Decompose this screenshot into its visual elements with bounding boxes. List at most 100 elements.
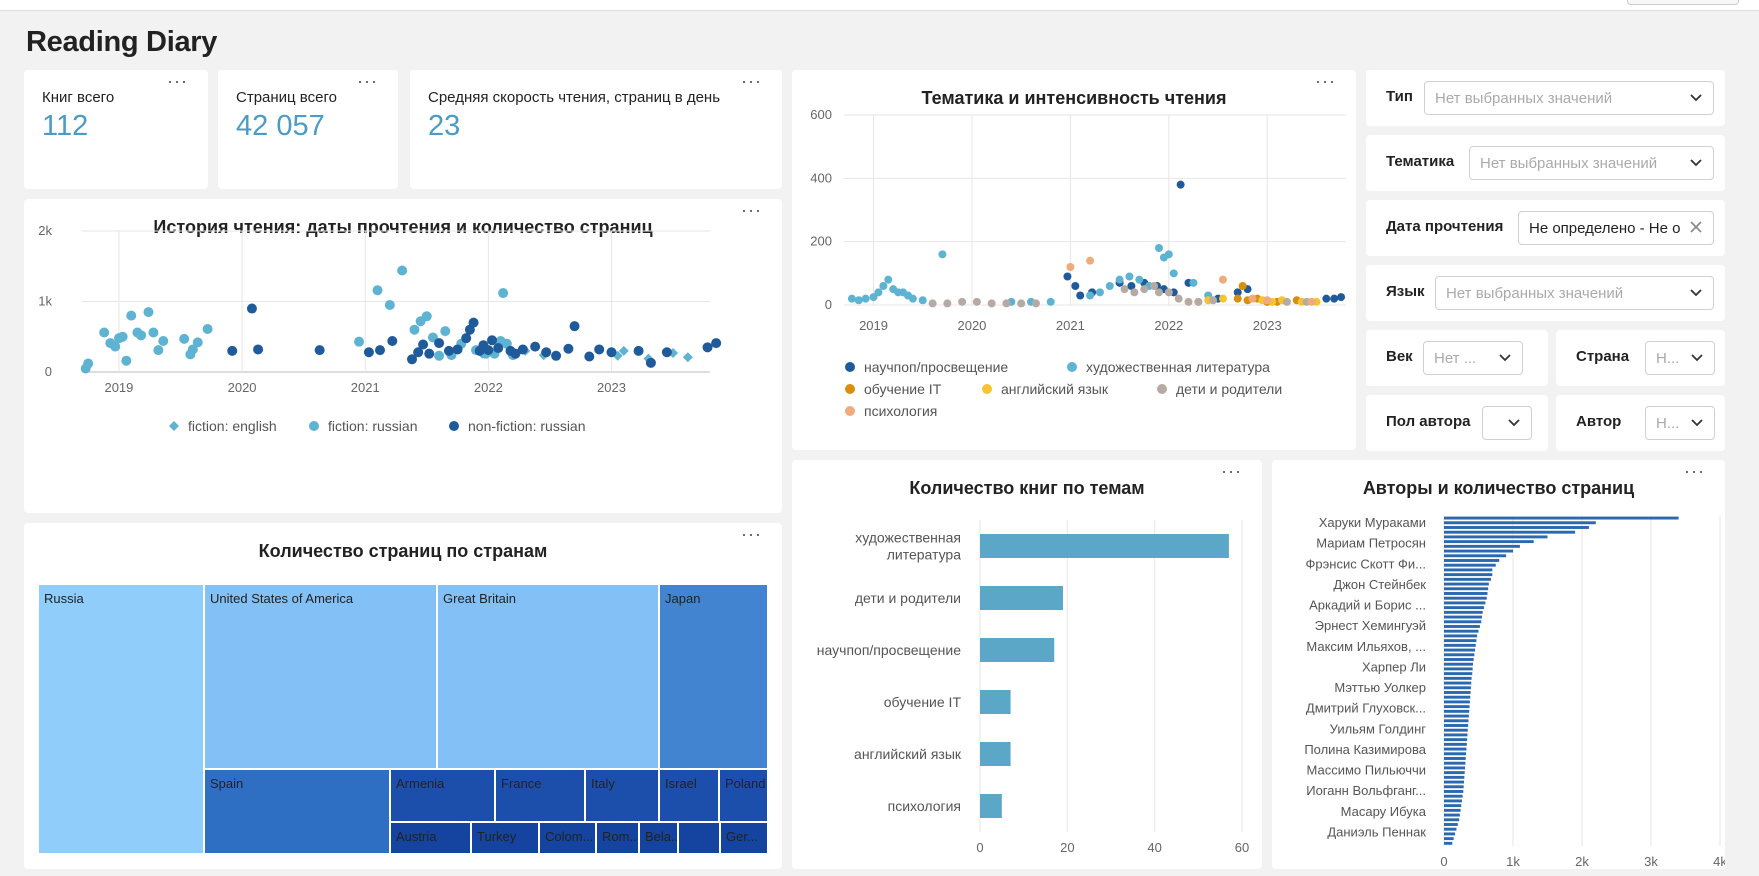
data-point bbox=[1130, 288, 1139, 297]
data-point bbox=[1125, 272, 1134, 281]
treemap-cell[interactable]: Bela... bbox=[639, 822, 678, 854]
card-menu-button[interactable]: ··· bbox=[741, 524, 762, 544]
author-gender-select[interactable] bbox=[1482, 406, 1532, 440]
data-point bbox=[179, 333, 190, 344]
data-point bbox=[869, 293, 878, 302]
data-point bbox=[192, 337, 203, 348]
data-point bbox=[918, 296, 927, 305]
data-point bbox=[1233, 294, 1242, 303]
treemap-cell[interactable]: Ger... bbox=[720, 822, 768, 854]
data-point bbox=[1086, 291, 1095, 300]
select-value: Нет ... bbox=[1434, 350, 1477, 367]
authors-pages-chart: 0 1k 2k 3k 4k Харуки Мураками Мариам Петросян Ф… bbox=[1304, 515, 1725, 869]
data-point bbox=[314, 345, 325, 356]
legend-label: fiction: russian bbox=[328, 418, 417, 434]
author-label: Дмитрий Глуховск... bbox=[1306, 701, 1426, 716]
chevron-down-icon bbox=[1499, 354, 1511, 362]
bar bbox=[1444, 540, 1534, 544]
filter-theme-card: Тематика Нет выбранных значений bbox=[1366, 135, 1725, 191]
data-point bbox=[253, 344, 264, 355]
data-point bbox=[928, 299, 937, 308]
data-point bbox=[908, 294, 917, 303]
x-tick-label: 2023 bbox=[1253, 318, 1282, 333]
century-select[interactable]: Нет ... bbox=[1423, 341, 1523, 375]
treemap-cell[interactable]: Russia bbox=[38, 584, 204, 854]
data-point bbox=[1086, 256, 1095, 265]
x-tick-label: 4k bbox=[1713, 854, 1725, 869]
bar bbox=[1444, 629, 1479, 633]
treemap-cell[interactable]: Colom... bbox=[539, 822, 596, 854]
theme-select[interactable]: Нет выбранных значений bbox=[1469, 146, 1714, 180]
filter-label: Страна bbox=[1576, 348, 1630, 365]
treemap-cell[interactable]: Spain bbox=[204, 769, 390, 854]
country-select[interactable]: Н... bbox=[1645, 341, 1715, 375]
data-point bbox=[1063, 272, 1072, 281]
legend-marker bbox=[982, 384, 992, 394]
treemap-cell[interactable]: Japan bbox=[659, 584, 768, 769]
data-point bbox=[121, 355, 132, 366]
data-point bbox=[1218, 275, 1227, 284]
legend-label: английский язык bbox=[1001, 381, 1109, 397]
filter-label: Пол автора bbox=[1386, 413, 1471, 430]
data-point bbox=[363, 347, 374, 358]
card-menu-button[interactable]: ··· bbox=[1684, 461, 1705, 481]
author-label: Эрнест Хемингуэй bbox=[1315, 618, 1426, 633]
data-point bbox=[682, 352, 693, 363]
treemap-cell[interactable]: Austria bbox=[390, 822, 471, 854]
y-tick-label: 1k bbox=[38, 294, 52, 309]
treemap-label: Armenia bbox=[396, 776, 445, 791]
data-point bbox=[1140, 285, 1149, 294]
filter-language-card: Язык Нет выбранных значений bbox=[1366, 265, 1725, 321]
data-point bbox=[1164, 288, 1173, 297]
card-menu-button[interactable]: ··· bbox=[167, 71, 188, 91]
type-select[interactable]: Нет выбранных значений bbox=[1424, 81, 1714, 115]
author-select[interactable]: Н... bbox=[1645, 406, 1715, 440]
data-point bbox=[884, 275, 893, 284]
treemap-cell[interactable]: Great Britain bbox=[437, 584, 659, 769]
card-menu-button[interactable]: ··· bbox=[741, 200, 762, 220]
data-point bbox=[153, 345, 164, 356]
bar bbox=[1444, 794, 1463, 798]
chevron-down-icon bbox=[1690, 94, 1702, 102]
treemap-cell[interactable]: United States of America bbox=[204, 584, 437, 769]
data-point bbox=[246, 303, 257, 314]
bar bbox=[1444, 709, 1470, 713]
data-point bbox=[1238, 282, 1247, 290]
x-tick-label: 0 bbox=[1440, 854, 1447, 869]
legend-label: научпоп/просвещение bbox=[864, 359, 1008, 375]
author-label: Мариам Петросян bbox=[1316, 536, 1426, 551]
treemap-cell[interactable]: Rom... bbox=[596, 822, 639, 854]
bar bbox=[980, 586, 1063, 610]
bar bbox=[980, 690, 1011, 714]
treemap-cell[interactable]: Armenia bbox=[390, 769, 495, 822]
language-select[interactable]: Нет выбранных значений bbox=[1435, 276, 1714, 310]
category-label: обучение IT bbox=[884, 694, 962, 710]
kpi-speed-card: ··· Средняя скорость чтения, страниц в д… bbox=[410, 70, 782, 189]
treemap-cell[interactable]: Poland bbox=[719, 769, 768, 822]
date-range-input[interactable]: Не определено - Не о bbox=[1518, 211, 1714, 245]
bar bbox=[1444, 658, 1474, 661]
card-menu-button[interactable]: ··· bbox=[741, 71, 762, 91]
treemap-cell[interactable]: Turkey bbox=[471, 822, 539, 854]
treemap-cell[interactable]: Israel bbox=[659, 769, 719, 822]
card-menu-button[interactable]: ··· bbox=[1221, 461, 1242, 481]
treemap-cell[interactable]: France bbox=[495, 769, 585, 822]
bar bbox=[1444, 700, 1470, 704]
chevron-down-icon bbox=[1690, 289, 1702, 297]
treemap-label: Rom... bbox=[602, 829, 639, 844]
x-tick-label: 2k bbox=[1575, 854, 1589, 869]
card-menu-button[interactable]: ··· bbox=[1315, 71, 1336, 91]
data-point bbox=[938, 250, 947, 259]
author-label: Иоганн Вольфганг... bbox=[1306, 783, 1426, 798]
reading-history-chart: 2k 1k 0 2019 2020 2021 2022 2023 fiction: englis… bbox=[38, 223, 722, 434]
card-menu-button[interactable]: ··· bbox=[357, 71, 378, 91]
data-point bbox=[1164, 250, 1173, 259]
clear-icon[interactable] bbox=[1689, 220, 1703, 234]
bar bbox=[980, 638, 1055, 662]
top-tab[interactable] bbox=[1627, 0, 1739, 5]
treemap-cell[interactable] bbox=[678, 822, 720, 854]
bar bbox=[1444, 799, 1462, 803]
treemap-cell[interactable]: Italy bbox=[585, 769, 659, 822]
data-point bbox=[461, 333, 472, 344]
x-tick-label: 2022 bbox=[1154, 318, 1183, 333]
